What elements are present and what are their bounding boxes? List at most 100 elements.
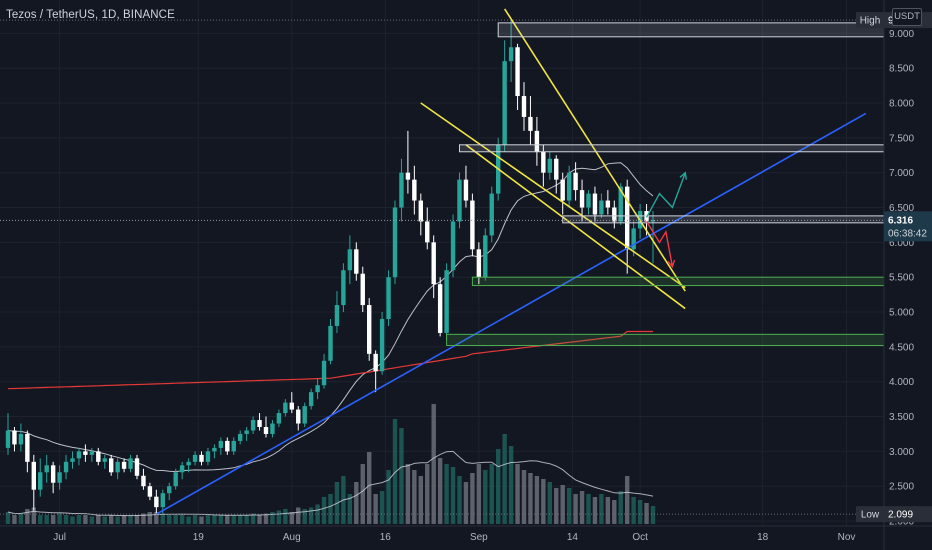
candle[interactable]: [270, 420, 275, 438]
candle[interactable]: [96, 447, 101, 466]
candles[interactable]: [5, 20, 656, 515]
candle[interactable]: [605, 190, 611, 215]
candle[interactable]: [631, 221, 636, 257]
candle[interactable]: [463, 165, 469, 208]
candle[interactable]: [354, 242, 359, 281]
candle[interactable]: [347, 235, 353, 285]
candle[interactable]: [50, 461, 56, 494]
candle[interactable]: [179, 461, 185, 480]
candle[interactable]: [599, 193, 604, 218]
candle[interactable]: [276, 409, 282, 427]
candle[interactable]: [70, 451, 75, 469]
candle[interactable]: [205, 447, 211, 466]
candle[interactable]: [109, 454, 114, 476]
candle[interactable]: [521, 82, 527, 131]
candle[interactable]: [212, 444, 217, 459]
candle[interactable]: [554, 155, 559, 194]
candle[interactable]: [399, 158, 404, 222]
candle[interactable]: [515, 43, 520, 110]
price-axis[interactable]: 9.000 8.500 8.000 7.500 7.000 6.500 6.000 5.500…: [883, 0, 914, 550]
candle[interactable]: [450, 214, 456, 278]
candle[interactable]: [457, 172, 462, 229]
candle[interactable]: [18, 423, 24, 452]
candle[interactable]: [115, 458, 120, 480]
candle[interactable]: [431, 235, 436, 299]
candle[interactable]: [57, 465, 62, 490]
time-axis[interactable]: Jul19Aug16Sep14Oct18Nov15Dec14: [0, 525, 932, 543]
candle[interactable]: [650, 211, 656, 264]
candle[interactable]: [296, 406, 301, 431]
candle[interactable]: [489, 186, 494, 243]
candle[interactable]: [167, 482, 172, 501]
candle[interactable]: [225, 437, 230, 455]
candle[interactable]: [612, 200, 617, 229]
candle[interactable]: [392, 200, 398, 285]
candle[interactable]: [283, 399, 288, 417]
candle[interactable]: [102, 454, 107, 469]
currency-unit-badge[interactable]: USDT: [892, 8, 922, 26]
candle[interactable]: [341, 263, 346, 313]
candle[interactable]: [437, 277, 443, 337]
candle[interactable]: [315, 378, 320, 400]
candle[interactable]: [328, 319, 333, 365]
candle[interactable]: [38, 458, 43, 497]
candle[interactable]: [579, 179, 585, 222]
candle[interactable]: [25, 430, 30, 473]
candle[interactable]: [405, 130, 411, 194]
candle[interactable]: [334, 291, 340, 333]
candle[interactable]: [586, 190, 591, 215]
candle[interactable]: [83, 444, 88, 462]
candle[interactable]: [534, 116, 540, 166]
candle[interactable]: [31, 454, 36, 511]
candle[interactable]: [244, 427, 249, 441]
candle[interactable]: [528, 96, 533, 145]
candle[interactable]: [302, 402, 307, 427]
candle[interactable]: [386, 270, 391, 326]
candle[interactable]: [263, 416, 269, 438]
candle[interactable]: [231, 437, 236, 455]
candle[interactable]: [141, 468, 146, 490]
candle[interactable]: [44, 454, 49, 483]
candle[interactable]: [367, 298, 372, 361]
candle[interactable]: [238, 430, 243, 445]
candle[interactable]: [147, 482, 153, 501]
candle[interactable]: [566, 165, 572, 208]
candle[interactable]: [128, 454, 133, 473]
drawings[interactable]: [155, 8, 885, 515]
candle[interactable]: [412, 165, 417, 215]
candle[interactable]: [76, 447, 82, 466]
candle[interactable]: [502, 40, 507, 152]
candle[interactable]: [257, 413, 262, 431]
candle[interactable]: [5, 413, 11, 455]
candle[interactable]: [560, 172, 565, 215]
symbol-title[interactable]: Tezos / TetherUS, 1D, BINANCE: [6, 9, 175, 21]
candle[interactable]: [625, 179, 630, 274]
candle[interactable]: [379, 312, 385, 375]
candle[interactable]: [444, 263, 449, 340]
candle[interactable]: [470, 193, 475, 257]
candle[interactable]: [186, 458, 191, 473]
candle[interactable]: [63, 454, 69, 480]
candle[interactable]: [425, 207, 430, 250]
candle[interactable]: [192, 451, 198, 466]
candle[interactable]: [173, 468, 178, 490]
candle[interactable]: [89, 447, 95, 462]
candle[interactable]: [508, 20, 514, 83]
candle[interactable]: [418, 193, 423, 236]
candle[interactable]: [218, 437, 224, 455]
candle[interactable]: [289, 392, 294, 414]
candle[interactable]: [121, 458, 127, 473]
candle[interactable]: [250, 416, 256, 434]
candle[interactable]: [373, 350, 378, 393]
candle[interactable]: [547, 151, 552, 180]
candle[interactable]: [308, 388, 314, 410]
candle[interactable]: [573, 162, 578, 201]
candle[interactable]: [321, 353, 327, 389]
candle[interactable]: [134, 454, 140, 480]
candle[interactable]: [360, 266, 365, 313]
candle[interactable]: [12, 427, 17, 452]
candle[interactable]: [483, 228, 488, 281]
candle[interactable]: [154, 489, 159, 515]
candle[interactable]: [199, 451, 204, 466]
